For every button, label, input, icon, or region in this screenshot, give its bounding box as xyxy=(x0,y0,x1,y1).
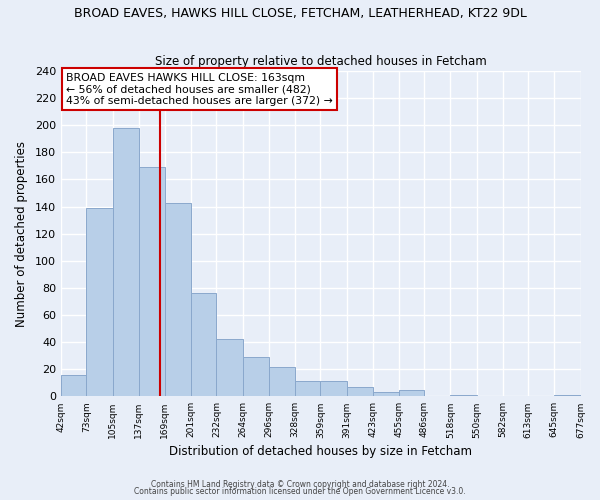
Bar xyxy=(554,395,581,396)
Bar xyxy=(165,202,191,396)
Text: BROAD EAVES HAWKS HILL CLOSE: 163sqm
← 56% of detached houses are smaller (482)
: BROAD EAVES HAWKS HILL CLOSE: 163sqm ← 5… xyxy=(66,72,333,106)
Bar xyxy=(113,128,139,396)
Text: Contains public sector information licensed under the Open Government Licence v3: Contains public sector information licen… xyxy=(134,487,466,496)
Bar xyxy=(347,387,373,396)
Title: Size of property relative to detached houses in Fetcham: Size of property relative to detached ho… xyxy=(155,56,487,68)
Bar xyxy=(269,366,295,396)
Bar xyxy=(191,294,217,397)
Text: Contains HM Land Registry data © Crown copyright and database right 2024.: Contains HM Land Registry data © Crown c… xyxy=(151,480,449,489)
Y-axis label: Number of detached properties: Number of detached properties xyxy=(15,140,28,326)
Bar xyxy=(242,357,269,397)
Bar xyxy=(217,340,242,396)
Bar xyxy=(399,390,424,396)
Text: BROAD EAVES, HAWKS HILL CLOSE, FETCHAM, LEATHERHEAD, KT22 9DL: BROAD EAVES, HAWKS HILL CLOSE, FETCHAM, … xyxy=(74,8,526,20)
Bar xyxy=(320,382,347,396)
Bar xyxy=(86,208,113,396)
Bar xyxy=(451,395,476,396)
Bar xyxy=(139,168,165,396)
X-axis label: Distribution of detached houses by size in Fetcham: Distribution of detached houses by size … xyxy=(169,444,472,458)
Bar xyxy=(61,374,86,396)
Bar xyxy=(295,382,320,396)
Bar xyxy=(373,392,399,396)
